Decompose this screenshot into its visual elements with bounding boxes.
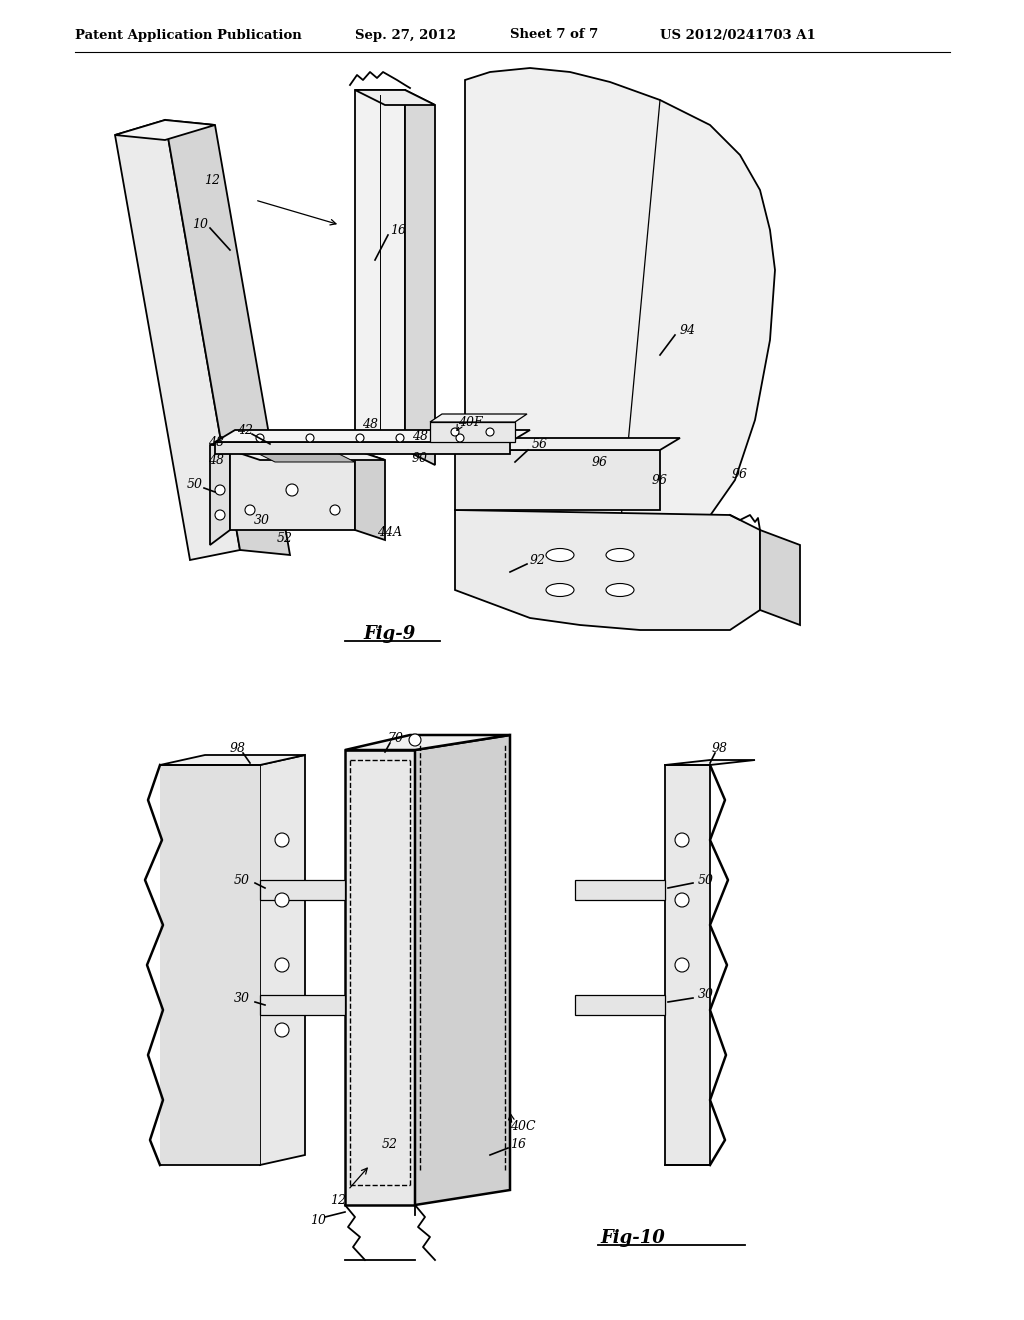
Circle shape (286, 484, 298, 496)
Text: 12: 12 (204, 173, 220, 186)
Text: 30: 30 (698, 989, 714, 1002)
Polygon shape (455, 450, 660, 510)
Polygon shape (575, 995, 665, 1015)
Circle shape (275, 1023, 289, 1038)
Text: 30: 30 (254, 513, 270, 527)
Polygon shape (345, 735, 510, 750)
Text: Fig-10: Fig-10 (600, 1229, 665, 1247)
Polygon shape (760, 531, 800, 624)
Polygon shape (406, 90, 435, 465)
Polygon shape (230, 450, 385, 459)
Circle shape (256, 434, 264, 442)
Text: 98: 98 (712, 742, 728, 755)
Circle shape (675, 833, 689, 847)
Text: 48: 48 (208, 436, 224, 449)
Polygon shape (345, 750, 415, 1205)
Polygon shape (455, 510, 760, 630)
Polygon shape (430, 422, 515, 442)
Text: 42: 42 (237, 424, 253, 437)
Polygon shape (215, 430, 530, 442)
Text: 48: 48 (362, 418, 378, 432)
Polygon shape (455, 438, 680, 450)
Text: 30: 30 (234, 991, 250, 1005)
Text: 50: 50 (698, 874, 714, 887)
Circle shape (275, 833, 289, 847)
Polygon shape (665, 760, 755, 766)
Text: 16: 16 (390, 223, 406, 236)
Polygon shape (260, 755, 305, 1166)
Text: Patent Application Publication: Patent Application Publication (75, 29, 302, 41)
Text: 56: 56 (532, 438, 548, 451)
Text: 40C: 40C (510, 1121, 536, 1134)
Polygon shape (355, 90, 435, 106)
Polygon shape (165, 120, 290, 554)
Text: 96: 96 (652, 474, 668, 487)
Ellipse shape (546, 583, 574, 597)
Text: Sep. 27, 2012: Sep. 27, 2012 (355, 29, 456, 41)
Polygon shape (465, 69, 775, 531)
Polygon shape (575, 880, 665, 900)
Circle shape (456, 434, 464, 442)
Ellipse shape (606, 549, 634, 561)
Text: 98: 98 (230, 742, 246, 755)
Text: 48: 48 (412, 429, 428, 442)
Text: 94: 94 (680, 323, 696, 337)
Text: US 2012/0241703 A1: US 2012/0241703 A1 (660, 29, 816, 41)
Polygon shape (210, 440, 230, 545)
Circle shape (675, 894, 689, 907)
Text: 50: 50 (187, 479, 203, 491)
Text: Fig-9: Fig-9 (364, 624, 416, 643)
Text: 70: 70 (387, 731, 403, 744)
Text: 52: 52 (278, 532, 293, 544)
Polygon shape (415, 735, 510, 1205)
Circle shape (451, 428, 459, 436)
Circle shape (675, 958, 689, 972)
Circle shape (275, 958, 289, 972)
Text: 92: 92 (530, 553, 546, 566)
Polygon shape (430, 414, 527, 422)
Text: 52: 52 (382, 1138, 398, 1151)
Text: 48: 48 (208, 454, 224, 466)
Ellipse shape (546, 549, 574, 561)
Text: 50: 50 (234, 874, 250, 887)
Circle shape (306, 434, 314, 442)
Text: Sheet 7 of 7: Sheet 7 of 7 (510, 29, 598, 41)
Circle shape (409, 734, 421, 746)
Polygon shape (160, 766, 260, 1166)
Circle shape (330, 506, 340, 515)
Circle shape (486, 428, 494, 436)
Circle shape (396, 434, 404, 442)
Text: 96: 96 (732, 469, 748, 482)
Polygon shape (260, 880, 345, 900)
Text: 44A: 44A (378, 525, 402, 539)
Circle shape (215, 484, 225, 495)
Circle shape (356, 434, 364, 442)
Polygon shape (160, 755, 305, 766)
Text: 12: 12 (330, 1193, 346, 1206)
Text: 10: 10 (193, 219, 208, 231)
Text: 40F: 40F (458, 417, 482, 429)
Text: 90: 90 (412, 451, 428, 465)
Polygon shape (230, 450, 355, 531)
Text: 96: 96 (592, 455, 608, 469)
Circle shape (245, 506, 255, 515)
Polygon shape (355, 90, 406, 450)
Ellipse shape (606, 583, 634, 597)
Text: 16: 16 (510, 1138, 526, 1151)
Polygon shape (115, 120, 215, 140)
Polygon shape (255, 451, 355, 462)
Polygon shape (665, 766, 710, 1166)
Circle shape (215, 510, 225, 520)
Polygon shape (260, 995, 345, 1015)
Polygon shape (215, 442, 510, 454)
Polygon shape (355, 450, 385, 540)
Circle shape (275, 894, 289, 907)
Text: 10: 10 (310, 1213, 326, 1226)
Polygon shape (115, 120, 240, 560)
